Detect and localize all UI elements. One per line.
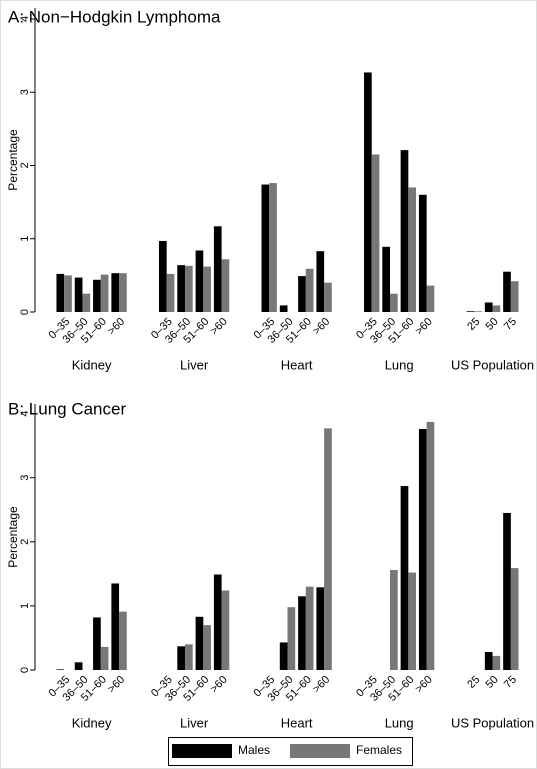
bar — [195, 250, 204, 312]
bar — [279, 642, 288, 670]
panel-title: B: Lung Cancer — [8, 399, 126, 418]
bar — [287, 607, 296, 670]
y-axis-label: Percentage — [6, 129, 20, 191]
legend-label: Females — [356, 743, 402, 757]
bar — [418, 428, 427, 670]
bar — [93, 279, 101, 312]
legend-swatch — [172, 744, 232, 758]
bar — [510, 568, 519, 670]
bar — [418, 194, 427, 312]
y-tick-label: 0 — [19, 667, 31, 673]
group-label: Liver — [180, 715, 209, 730]
group-label: Heart — [281, 715, 313, 730]
bar — [503, 512, 511, 670]
legend: Males Females — [168, 737, 413, 766]
bar — [166, 273, 175, 312]
y-tick-label: 4 — [19, 411, 31, 417]
bar — [371, 154, 380, 312]
bar — [408, 572, 417, 670]
bar — [316, 587, 325, 670]
bar — [184, 265, 193, 312]
bar — [503, 271, 511, 312]
bar — [484, 652, 493, 670]
bar — [305, 268, 314, 312]
bar — [484, 302, 493, 312]
bar — [408, 187, 417, 312]
bar — [492, 305, 501, 312]
bar — [261, 184, 270, 312]
legend-label: Males — [238, 743, 270, 757]
bar — [390, 293, 398, 312]
bar — [64, 275, 72, 312]
panel-title: A: Non−Hodgkin Lymphoma — [8, 7, 221, 26]
bar — [74, 277, 83, 312]
bar — [466, 311, 475, 312]
bar — [426, 285, 435, 312]
y-tick-label: 0 — [19, 309, 31, 315]
bar — [82, 293, 91, 312]
bar — [269, 183, 277, 312]
bar — [56, 273, 65, 312]
bar — [510, 281, 519, 312]
group-label: Kidney — [72, 715, 112, 730]
bar — [400, 486, 409, 670]
bar — [119, 611, 127, 670]
bar — [177, 646, 185, 670]
bar — [74, 662, 83, 670]
legend-swatch — [290, 744, 350, 758]
y-tick-label: 3 — [19, 475, 31, 481]
group-label: Heart — [281, 357, 313, 372]
group-label: Lung — [385, 715, 414, 730]
bar — [195, 616, 204, 670]
bar — [390, 570, 398, 670]
bar — [298, 276, 306, 312]
group-label: Kidney — [72, 357, 112, 372]
bar — [324, 282, 332, 312]
group-label: Liver — [180, 357, 209, 372]
group-label: US Population — [451, 715, 534, 730]
bar — [203, 625, 211, 670]
bar — [316, 251, 325, 312]
bar — [305, 586, 314, 670]
y-tick-label: 3 — [19, 89, 31, 95]
y-tick-label: 4 — [19, 16, 31, 22]
bar — [56, 669, 65, 670]
bar — [474, 311, 482, 312]
bar — [221, 590, 230, 670]
bar — [93, 617, 101, 670]
bar — [364, 72, 372, 313]
bar — [158, 240, 167, 312]
y-tick-label: 2 — [19, 539, 31, 545]
bar — [111, 273, 120, 312]
bar — [111, 583, 120, 670]
bar — [298, 596, 306, 670]
bar — [203, 266, 211, 312]
bar — [279, 305, 288, 312]
group-label: US Population — [451, 357, 534, 372]
bar — [100, 274, 109, 312]
bar — [213, 226, 222, 312]
bar — [184, 644, 193, 670]
bar — [100, 646, 109, 670]
bar — [213, 574, 222, 670]
group-label: Lung — [385, 357, 414, 372]
bar — [400, 150, 409, 312]
bar — [426, 421, 435, 670]
bar — [492, 655, 501, 670]
bar — [324, 428, 332, 670]
y-tick-label: 1 — [19, 236, 31, 242]
bar — [177, 265, 185, 312]
bar — [382, 246, 391, 312]
y-axis-label: Percentage — [6, 506, 20, 568]
y-tick-label: 2 — [19, 162, 31, 168]
bar — [119, 273, 127, 312]
y-tick-label: 1 — [19, 603, 31, 609]
bar — [221, 259, 230, 312]
